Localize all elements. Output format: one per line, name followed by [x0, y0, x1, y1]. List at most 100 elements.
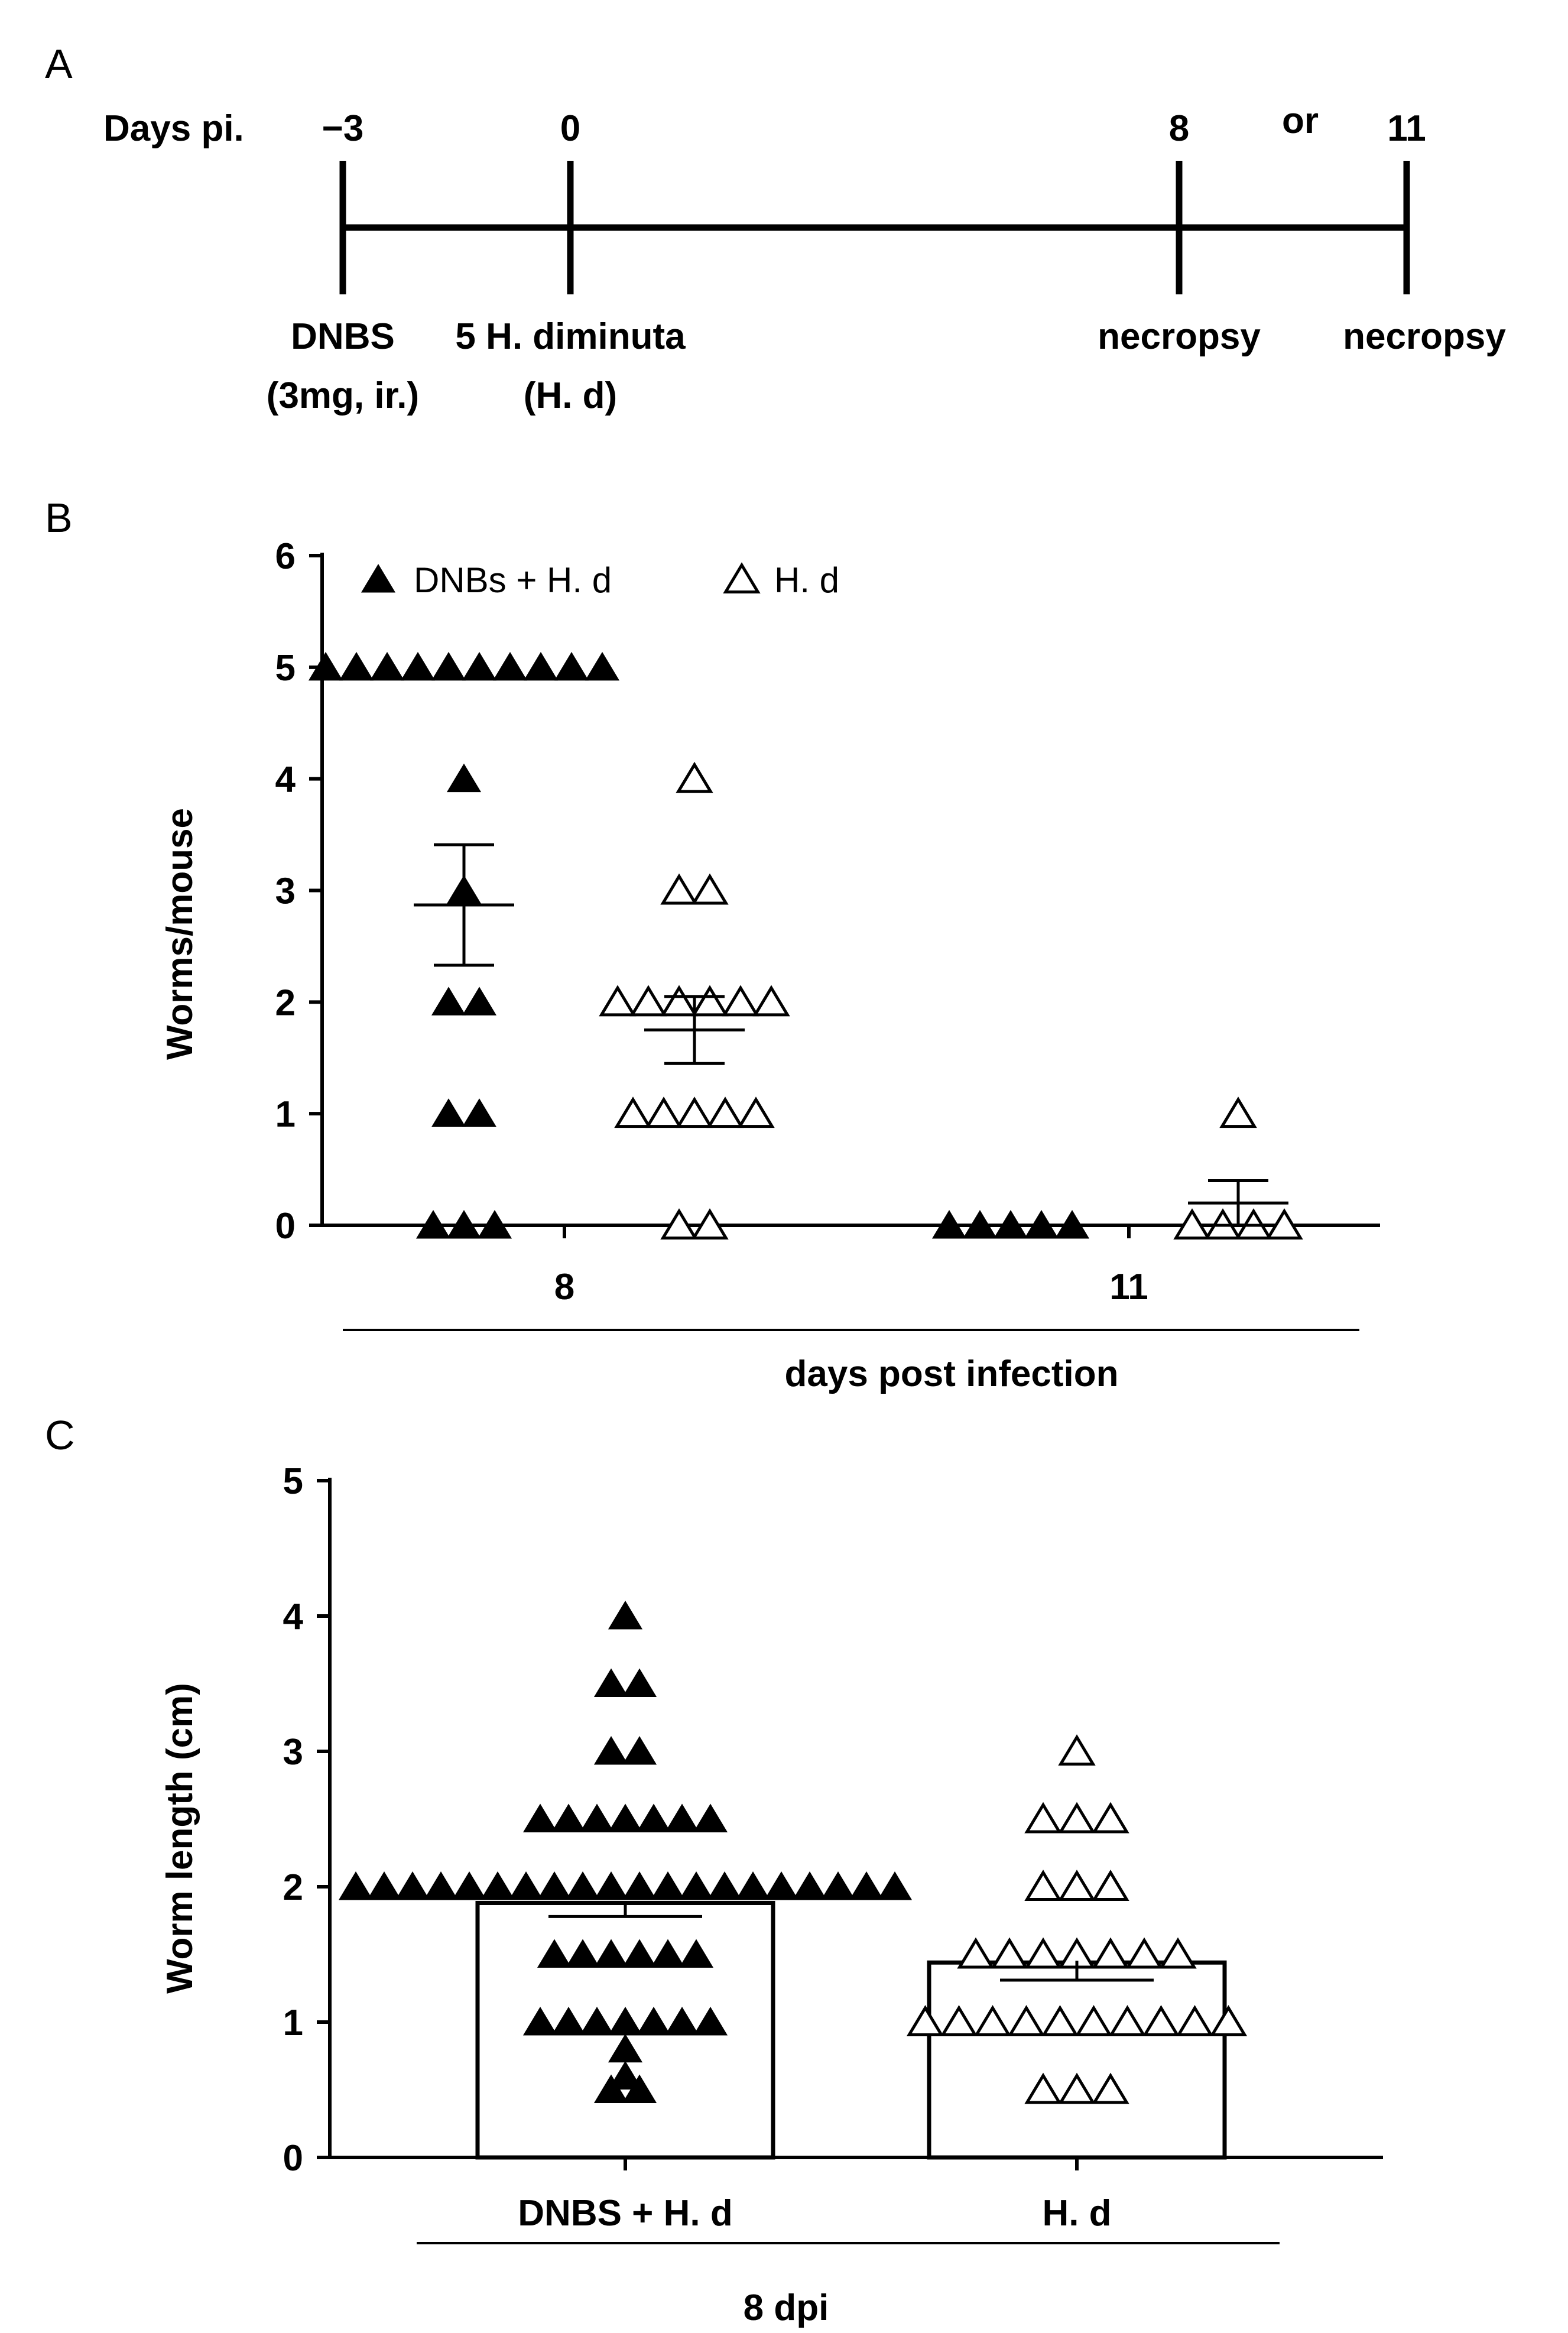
data-point	[308, 651, 343, 681]
data-point	[650, 1871, 686, 1900]
data-point	[622, 1668, 657, 1697]
data-point	[820, 1871, 856, 1900]
data-point	[691, 985, 729, 1017]
legend-marker-open-triangle	[723, 562, 761, 593]
data-point	[691, 1208, 729, 1239]
timeline-dnbs-label: DNBS	[291, 316, 395, 357]
panel-b-x-tick-label: 8	[554, 1267, 574, 1307]
data-point	[622, 1939, 657, 1968]
panel-c-y-tick-label: 1	[283, 2003, 303, 2043]
data-point	[415, 1210, 451, 1239]
data-point	[1007, 2005, 1046, 2036]
timeline-or-label: or	[1282, 100, 1319, 141]
data-point	[462, 1098, 497, 1127]
data-point	[1024, 1937, 1062, 1969]
data-point	[691, 873, 729, 905]
panel-b-y-tick-label: 4	[275, 760, 296, 800]
timeline: Days pi. −3 0 8 or 11 DNBS (3mg, ir.) 5 …	[103, 100, 1506, 416]
panel-c-bar	[927, 1960, 1227, 2160]
legend-label-hd: H. d	[774, 560, 839, 600]
panel-c-chart: 0 1 2 3 4 5 DNBS + H. d H. d	[283, 1461, 1383, 2244]
data-point	[599, 985, 637, 1017]
data-point	[660, 873, 698, 905]
data-point	[1058, 1870, 1096, 1901]
data-point	[1125, 1937, 1163, 1969]
data-point	[508, 1871, 544, 1900]
data-point	[565, 1939, 600, 1968]
panel-b-y-axis-title: Worms/mouse	[160, 808, 200, 1060]
panel-c-y-axis-title: Worm length (cm)	[160, 1683, 200, 1994]
data-point	[1058, 1802, 1096, 1834]
panel-b-chart: 0 1 2 3 4 5 6 8 11	[275, 536, 1380, 1331]
panel-c-y-tick-label: 2	[283, 1867, 303, 1908]
panel-b-y-tick-label: 0	[275, 1206, 296, 1247]
data-point	[554, 651, 589, 681]
data-point	[679, 1871, 714, 1900]
data-point	[608, 1601, 643, 1630]
data-point	[608, 2061, 643, 2090]
data-point	[722, 985, 759, 1017]
data-point	[1159, 1937, 1197, 1969]
data-point	[993, 1210, 1028, 1239]
panel-c-x-tick-label: H. d	[1042, 2193, 1111, 2234]
data-point	[585, 651, 620, 681]
data-point	[735, 1871, 771, 1900]
legend-marker-filled-triangle	[361, 564, 396, 593]
data-point	[622, 2074, 657, 2103]
data-point	[1092, 1802, 1129, 1834]
data-point	[431, 1098, 466, 1127]
data-point	[522, 1803, 558, 1832]
data-point	[593, 1668, 629, 1697]
data-point	[338, 1871, 374, 1900]
data-point	[693, 1803, 728, 1832]
data-point	[991, 1937, 1028, 1969]
data-point	[423, 1871, 459, 1900]
data-point	[366, 1871, 402, 1900]
panel-b-y-tick-label: 2	[275, 982, 296, 1023]
data-point	[1219, 1096, 1257, 1128]
data-point	[792, 1871, 827, 1900]
data-point	[1024, 1870, 1062, 1901]
data-point	[593, 1736, 629, 1765]
data-point	[523, 651, 559, 681]
timeline-necropsy-11: necropsy	[1343, 316, 1506, 357]
data-point	[1041, 2005, 1079, 2036]
data-point	[622, 1871, 657, 1900]
data-point	[1173, 1208, 1211, 1239]
data-point	[957, 1937, 995, 1969]
data-point	[593, 1871, 629, 1900]
data-point	[1074, 2005, 1113, 2036]
data-point	[1108, 2005, 1147, 2036]
data-point	[706, 1096, 744, 1128]
data-point	[1092, 2072, 1129, 2104]
data-point	[1265, 1208, 1303, 1239]
data-point	[480, 1871, 515, 1900]
timeline-day-8: 8	[1169, 108, 1189, 149]
data-point	[679, 1939, 714, 1968]
timeline-day-11: 11	[1387, 108, 1426, 149]
timeline-days-label: Days pi.	[103, 108, 244, 149]
data-point	[608, 1803, 643, 1832]
data-point	[614, 1096, 652, 1128]
data-point	[1024, 1802, 1062, 1834]
data-point	[1209, 2005, 1248, 2036]
data-point	[737, 1096, 775, 1128]
panel-c-y-tick-label: 3	[283, 1732, 303, 1773]
panel-b-x-axis-title: days post infection	[785, 1354, 1119, 1394]
data-point	[1024, 1210, 1059, 1239]
panel-label-b: B	[45, 495, 73, 541]
panel-b-y-tick-label: 3	[275, 871, 296, 912]
data-point	[492, 651, 528, 681]
data-point	[522, 2007, 558, 2036]
data-point	[660, 1208, 698, 1239]
data-point	[565, 1871, 600, 1900]
legend-label-dnbs-hd: DNBs + H. d	[414, 560, 612, 600]
panel-c-y-tick-label: 0	[283, 2138, 303, 2179]
panel-label-c: C	[45, 1412, 75, 1458]
data-point	[676, 761, 713, 793]
data-point	[369, 651, 405, 681]
data-point	[537, 1939, 572, 1968]
data-point	[962, 1210, 998, 1239]
data-point	[650, 1939, 686, 1968]
